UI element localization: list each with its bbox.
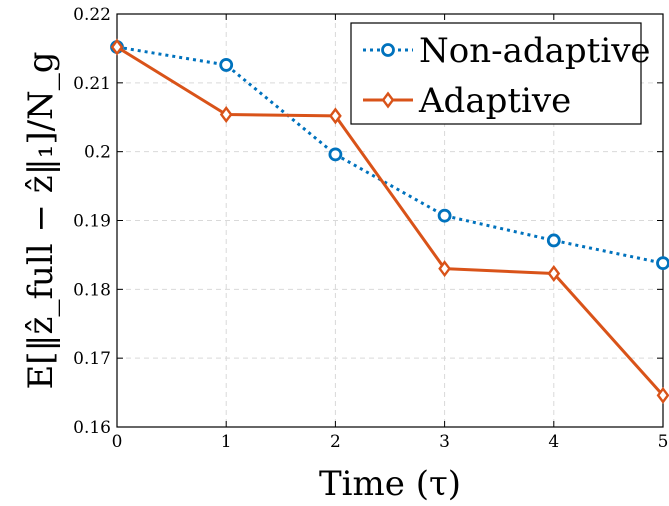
series-line-non-adaptive <box>116 45 664 265</box>
y-tick-label: 0.21 <box>73 74 111 94</box>
data-point-adaptive <box>329 107 342 125</box>
legend-label-non-adaptive: Non-adaptive <box>419 31 651 71</box>
y-axis-label: E[‖ẑ_full − ẑ‖₁]/N_g <box>21 51 61 389</box>
data-point-non-adaptive <box>656 256 669 271</box>
data-point-adaptive <box>656 386 669 404</box>
legend-marker-adaptive <box>381 91 395 109</box>
data-point-non-adaptive <box>546 233 561 248</box>
axis-ticks: 0 1 2 3 4 5 0.16 0.17 0.18 0.19 0.2 0.21 0.22 <box>73 5 668 452</box>
y-tick-label: 0.18 <box>73 280 111 300</box>
x-tick-label: 2 <box>330 432 341 452</box>
x-tick-label: 1 <box>221 432 232 452</box>
legend-box <box>350 22 642 125</box>
y-tick-label: 0.19 <box>73 212 111 232</box>
y-tick-label: 0.22 <box>73 5 111 25</box>
data-point-adaptive <box>438 260 451 278</box>
data-point-non-adaptive <box>437 208 452 223</box>
series-group <box>110 38 669 404</box>
y-tick-label: 0.16 <box>73 418 111 438</box>
legend-item-adaptive: Adaptive <box>363 81 571 121</box>
series-adaptive <box>110 38 669 404</box>
data-point-adaptive <box>110 38 124 56</box>
legend-item-non-adaptive: Non-adaptive <box>363 31 651 71</box>
x-tick-label: 0 <box>112 432 123 452</box>
legend-marker-non-adaptive <box>381 43 395 57</box>
x-axis-label: Time (τ) <box>319 464 461 504</box>
x-tick-label: 4 <box>548 432 559 452</box>
y-tick-label: 0.2 <box>84 143 111 163</box>
x-tick-label: 3 <box>439 432 450 452</box>
x-tick-label: 5 <box>658 432 669 452</box>
data-point-non-adaptive <box>219 58 234 72</box>
data-point-non-adaptive <box>328 147 343 162</box>
y-tick-label: 0.17 <box>73 349 111 369</box>
series-line-adaptive <box>116 45 665 397</box>
legend: Non-adaptive Adaptive <box>350 22 651 125</box>
legend-label-adaptive: Adaptive <box>418 81 571 121</box>
data-point-adaptive <box>547 265 561 283</box>
data-point-adaptive <box>219 105 233 123</box>
